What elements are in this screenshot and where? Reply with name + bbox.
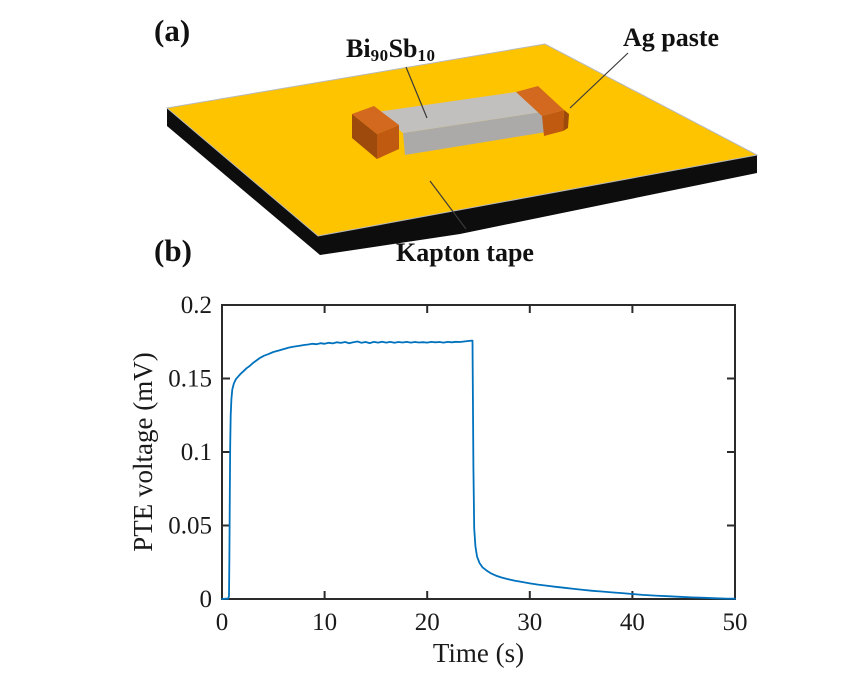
y-tick-label: 0 xyxy=(200,586,213,613)
y-tick-label: 0.05 xyxy=(168,513,212,540)
x-tick-label: 20 xyxy=(415,609,440,636)
ag-paste-label: Ag paste xyxy=(623,23,720,52)
x-axis-title: Time (s) xyxy=(433,638,524,668)
x-tick-label: 0 xyxy=(216,609,229,636)
panel-b-label: (b) xyxy=(154,233,192,268)
sample-label-part1: Bi xyxy=(346,34,371,63)
left-contact-top-face xyxy=(352,106,399,134)
sample-label-sub1: 90 xyxy=(370,46,389,65)
y-axis-title: PTE voltage (mV) xyxy=(128,352,158,551)
panel-a-label: (a) xyxy=(154,13,191,48)
y-tick-label: 0.15 xyxy=(168,366,212,393)
sample-front-face xyxy=(403,110,555,155)
chart-canvas: 0 10 20 30 40 50 0 0.05 0.1 0.15 0.2 Time (s) PTE vo… xyxy=(128,292,748,668)
y-tick-label: 0.1 xyxy=(181,439,212,466)
sample-label-part2: Sb xyxy=(388,34,418,63)
sample-label-line xyxy=(405,66,428,119)
right-contact-dark-face xyxy=(563,110,569,131)
sample-top-face xyxy=(377,91,555,133)
x-tick-label: 30 xyxy=(517,609,542,636)
plot-box xyxy=(221,304,736,600)
kapton-tape-side-face xyxy=(167,108,757,255)
ag-paste-label-line xyxy=(569,52,629,109)
pte-voltage-curve xyxy=(221,339,736,600)
x-tick-label: 10 xyxy=(312,609,337,636)
y-tick-label: 0.2 xyxy=(181,292,212,319)
schematic-canvas xyxy=(165,43,759,255)
right-contact-front-face xyxy=(542,110,564,136)
kapton-tape-label: Kapton tape xyxy=(396,238,534,267)
left-contact-front-face xyxy=(377,125,399,159)
sample-label: Bi90Sb10 xyxy=(346,34,436,66)
sample-label-sub2: 10 xyxy=(417,46,436,65)
x-tick-label: 50 xyxy=(723,609,748,636)
right-contact-top-face xyxy=(516,86,564,116)
kapton-label-line xyxy=(429,180,467,230)
left-contact-dark-face xyxy=(352,114,377,159)
x-tick-label: 40 xyxy=(620,609,645,636)
